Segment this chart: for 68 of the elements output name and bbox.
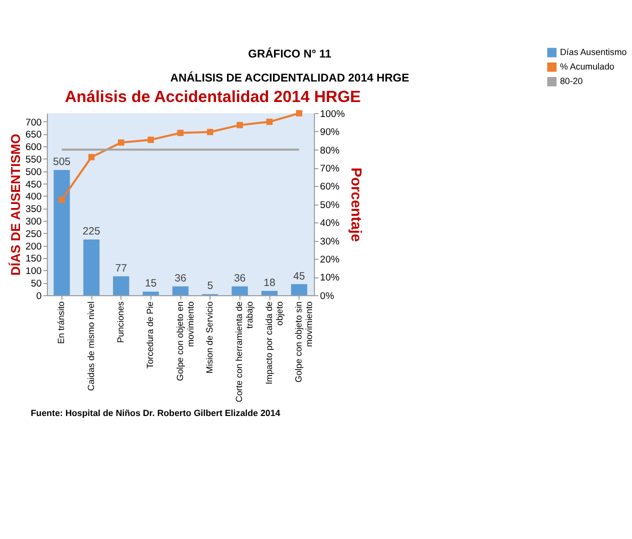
text: GRÁFICO N° 11: [248, 46, 332, 60]
y-axis-title: DÍAS DE AUSENTISMO: [8, 134, 23, 276]
y-tick-label: 100: [25, 266, 42, 278]
point: [296, 110, 302, 116]
bar: [113, 276, 130, 296]
y2-tick-label: 80%: [320, 145, 340, 156]
x-tick-label: Corte con herramienta de trabajo: [234, 301, 255, 402]
y-tick-label: 500: [25, 166, 42, 178]
point: [206, 128, 214, 136]
y-tick-label: 50: [30, 278, 42, 290]
point: [118, 139, 124, 146]
y-tick-label: 700: [25, 117, 42, 128]
data-label: 45: [293, 270, 306, 282]
y2-axis-title: Porcentaje: [347, 167, 364, 242]
y2-tick-label: 10%: [320, 272, 340, 284]
data-label: 5: [207, 280, 214, 292]
y2-tick-label: 30%: [320, 236, 340, 248]
bar: [83, 239, 100, 296]
y2-tick-label: 70%: [320, 164, 340, 174]
bar: [261, 290, 278, 296]
point: [58, 196, 65, 203]
y2-tick-label: 50%: [320, 200, 340, 211]
y-tick-label: 450: [25, 179, 42, 190]
data-label: 505: [53, 156, 71, 168]
bar: [172, 286, 189, 296]
source-note: Fuente: Hospital de Niños Dr. Roberto Gilbert Elizalde 2014: [30, 408, 280, 418]
text: ANÁLISIS DE ACCIDENTALIDAD 2014 HRGE: [170, 70, 410, 85]
y-tick-label: 0: [36, 290, 42, 302]
point: [177, 130, 184, 136]
legend-label: % Acumulado: [560, 62, 614, 72]
y-tick-label: 250: [25, 228, 42, 240]
point: [236, 122, 243, 128]
y-tick-label: 350: [25, 204, 42, 216]
y-tick-label: 300: [25, 216, 42, 228]
x-tick-label: Torcedura de Pie: [145, 301, 156, 369]
data-label: 77: [115, 262, 128, 274]
legend-label: Días Ausentismo: [560, 46, 627, 57]
y2-tick-label: 90%: [320, 127, 340, 138]
legend-label: 80-20: [560, 76, 583, 86]
bar: [232, 286, 248, 296]
data-label: 36: [234, 272, 246, 285]
point: [266, 118, 273, 125]
y-tick-label: 150: [25, 254, 42, 265]
x-tick-label: Caidas de mismo nivel: [86, 301, 96, 391]
data-label: 18: [264, 276, 276, 289]
y-tick-label: 650: [25, 130, 42, 141]
y-tick-label: 200: [25, 241, 42, 252]
x-tick-label: Punciones: [116, 300, 126, 343]
y2-tick-label: 0%: [320, 290, 334, 302]
x-tick-label: En tránsito: [56, 301, 66, 344]
data-label: 36: [174, 272, 186, 285]
point: [88, 154, 95, 160]
data-label: 15: [144, 278, 157, 290]
x-tick-label: Mision de Servicio: [204, 301, 215, 374]
y2-tick-label: 20%: [320, 254, 340, 266]
y2-tick-label: 60%: [320, 182, 340, 193]
bar: [54, 170, 70, 296]
y2-tick-label: 100%: [320, 108, 346, 120]
y-tick-label: 550: [25, 154, 42, 166]
y2-tick-label: 40%: [320, 218, 340, 230]
data-label: 225: [82, 226, 100, 238]
bar: [291, 284, 308, 296]
y-tick-label: 600: [25, 142, 42, 154]
y-tick-label: 400: [25, 192, 42, 203]
chart-title: Análisis de Accidentalidad 2014 HRGE: [64, 88, 362, 106]
x-tick-label: Golpe con objeto en movimiento: [174, 301, 196, 381]
bar: [142, 292, 159, 296]
point: [148, 136, 154, 143]
